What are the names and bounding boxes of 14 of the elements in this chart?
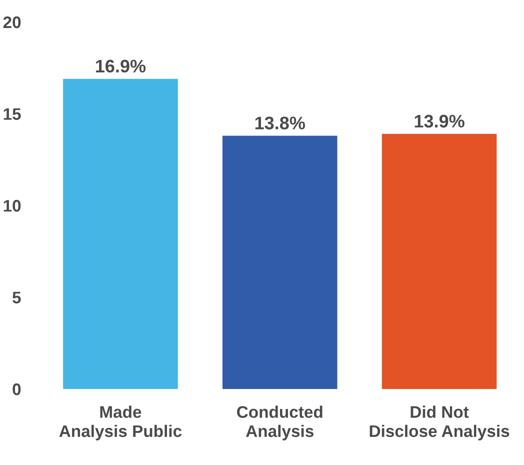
x-tick-label: Made Analysis Public [59, 406, 182, 440]
y-tick-label: 5 [12, 292, 21, 304]
bar [382, 134, 497, 389]
y-tick-label: 15 [4, 108, 21, 120]
y-tick-label: 20 [3, 16, 21, 28]
data-label: 13.8% [255, 116, 305, 130]
x-tick-label: Conducted Analysis [237, 406, 322, 440]
bar [63, 78, 178, 389]
data-label: 13.9% [414, 114, 464, 128]
x-tick-label: Did Not Disclose Analysis [370, 406, 510, 440]
y-tick-label: 0 [12, 383, 21, 396]
data-label: 16.9% [96, 60, 146, 73]
bar [222, 136, 338, 389]
y-tick-label: 10 [4, 200, 21, 212]
